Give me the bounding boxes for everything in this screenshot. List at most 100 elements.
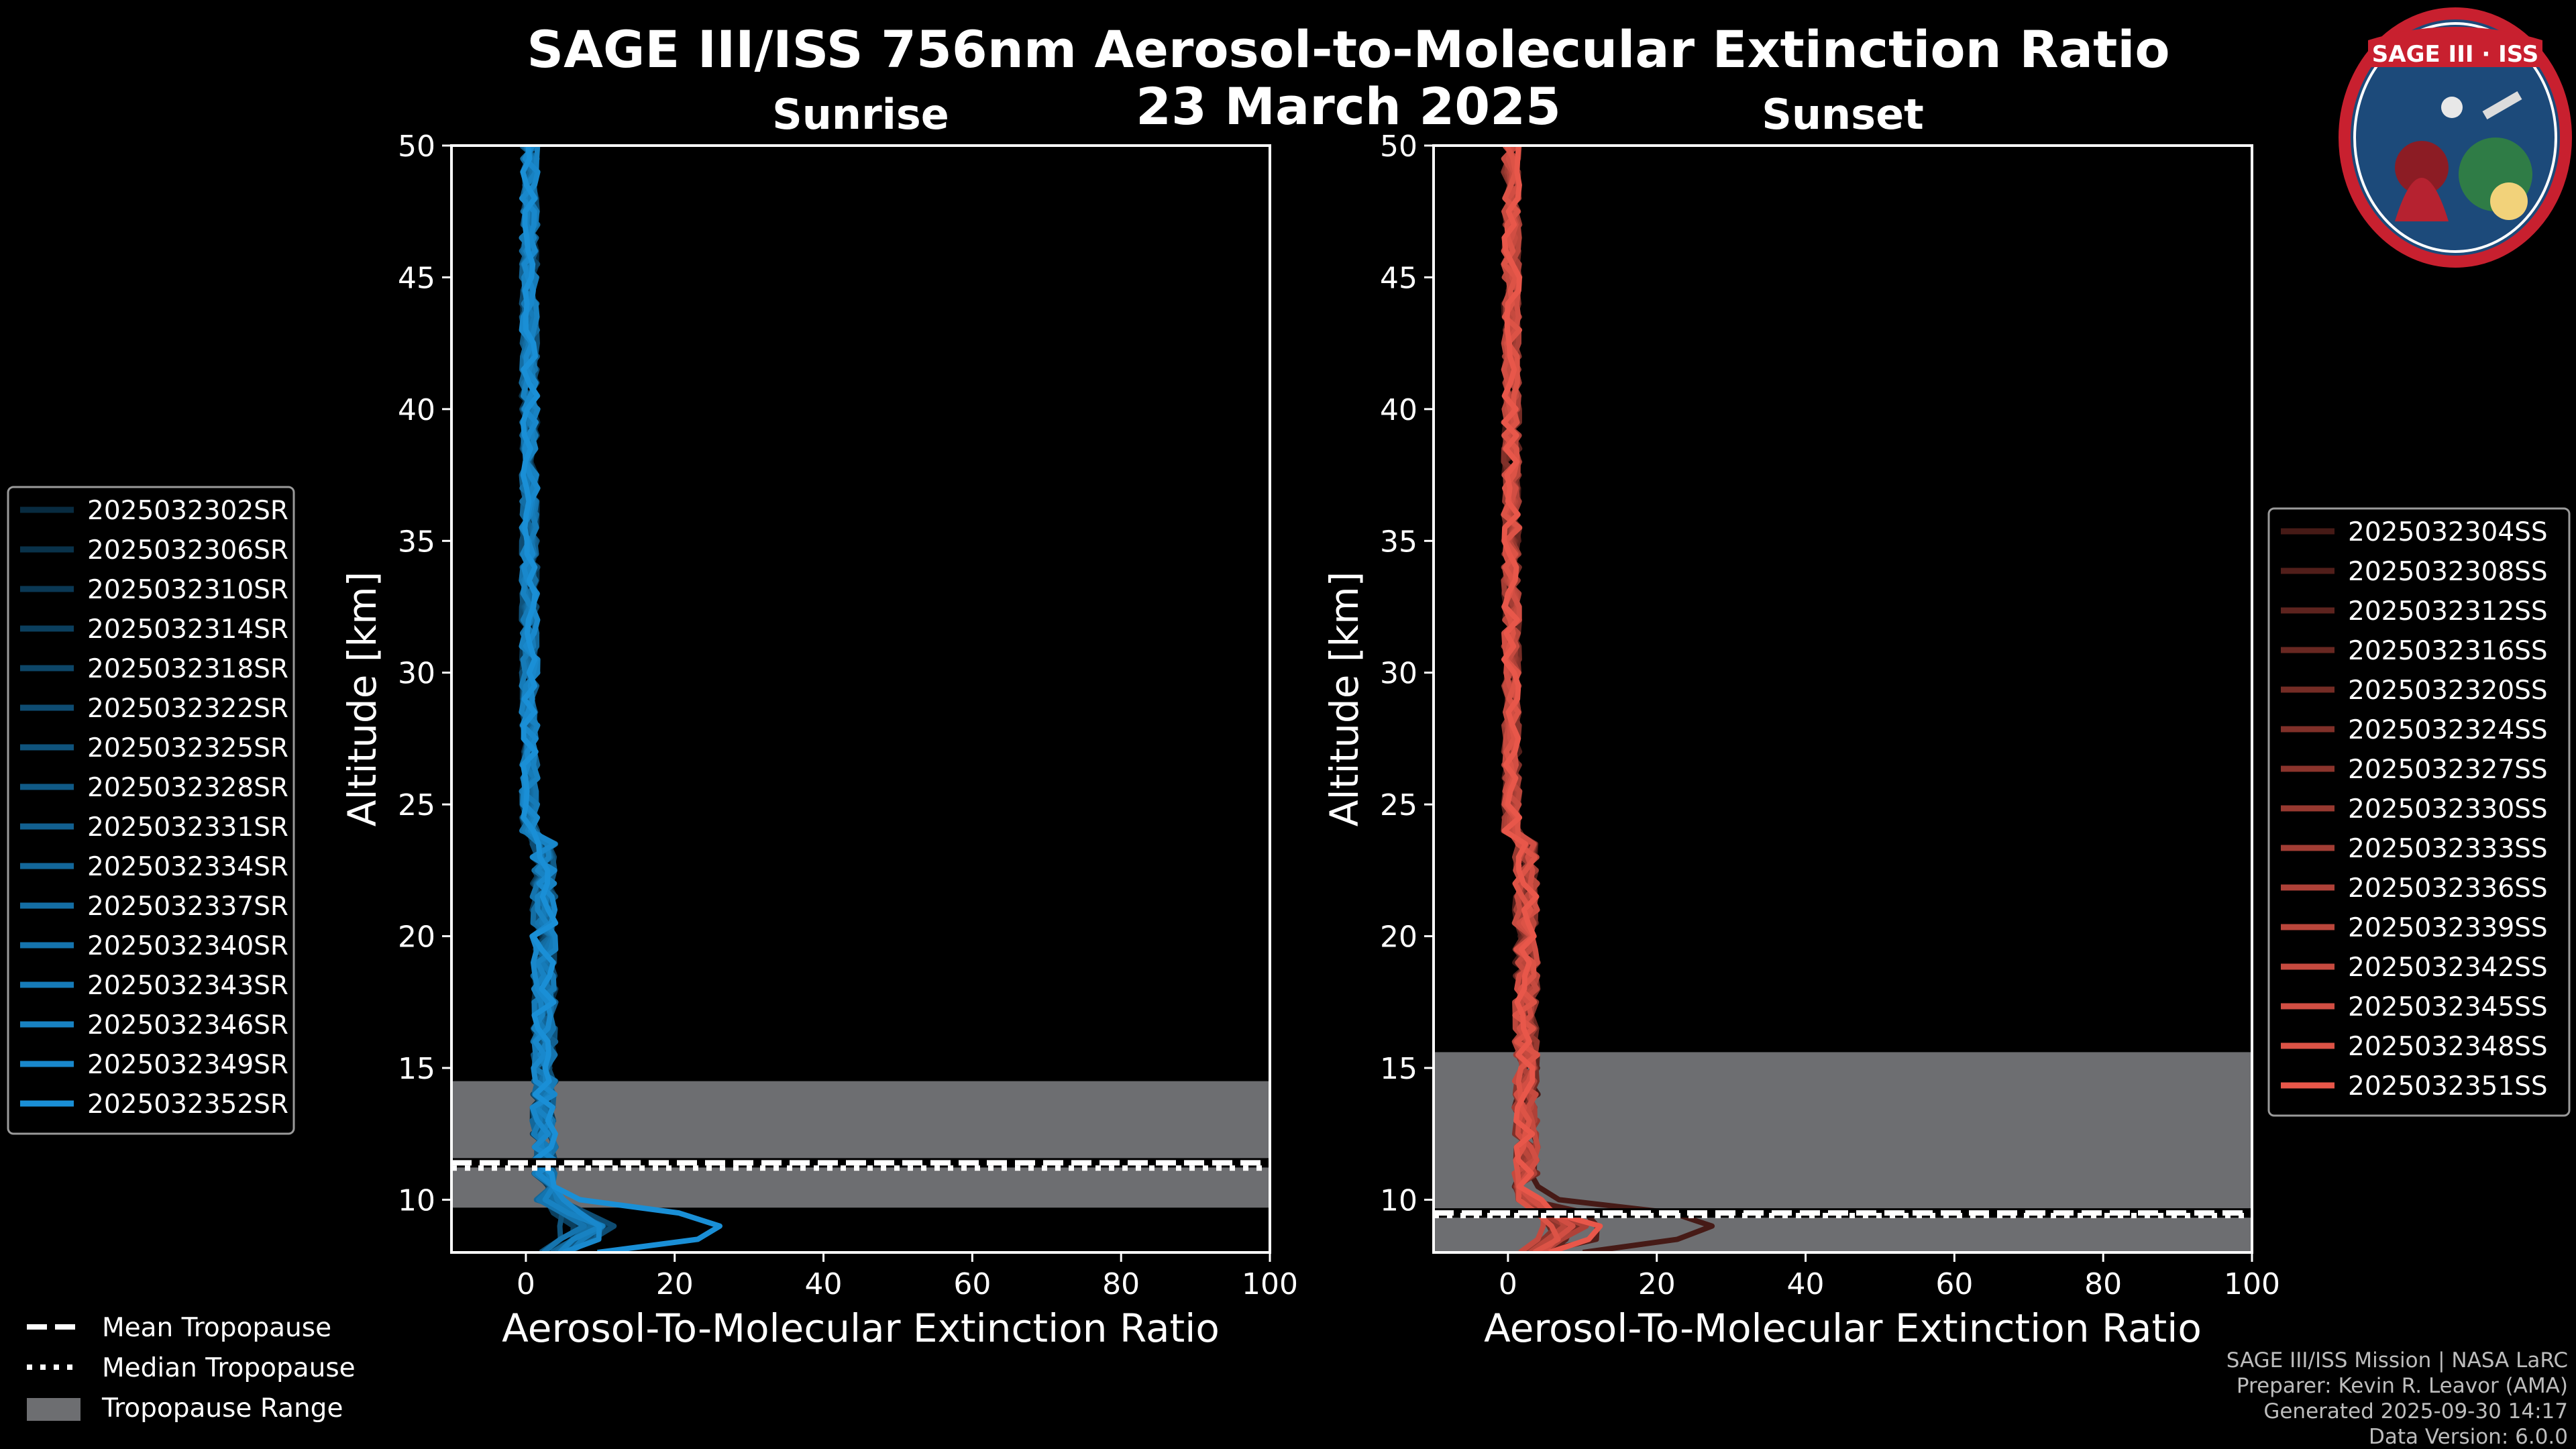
sunrise-panel: Sunrise 0 20 40 60 80 100 10 15 20 25 30 35 40 45 50 A…	[339, 90, 1298, 1351]
sunrise-legend-label: 2025032328SR	[87, 773, 288, 803]
sunrise-profile-2025032352SR	[520, 146, 722, 1252]
sunrise-title: Sunrise	[772, 90, 949, 139]
sunset-legend-label: 2025032330SS	[2348, 794, 2548, 824]
sunrise-legend-label: 2025032331SR	[87, 812, 288, 843]
footer-credits: SAGE III/ISS Mission | NASA LaRC Prepare…	[2226, 1348, 2568, 1449]
sunrise-legend: 2025032302SR 2025032306SR 2025032310SR 2025…	[7, 486, 295, 1135]
sunset-xtick-label: 20	[1638, 1267, 1676, 1301]
sunset-legend-label: 2025032312SS	[2348, 596, 2548, 627]
tropopause-range-swatch	[27, 1398, 80, 1421]
sunset-ytick-label: 20	[1380, 920, 1417, 955]
sunrise-legend-label: 2025032318SR	[87, 654, 288, 684]
sunrise-ytick-label: 25	[398, 788, 435, 822]
sunset-ytick-label: 10	[1380, 1183, 1417, 1218]
sunrise-xtick-label: 80	[1102, 1267, 1140, 1301]
sunrise-xlabel: Aerosol-To-Molecular Extinction Ratio	[502, 1305, 1220, 1351]
sunset-legend-label: 2025032351SS	[2348, 1071, 2548, 1102]
figure-date: 23 March 2025	[1136, 76, 1561, 136]
sunrise-legend-label: 2025032346SR	[87, 1010, 288, 1040]
logo-figure-icon	[2395, 141, 2449, 195]
mean-tropopause-label: Mean Tropopause	[102, 1313, 331, 1343]
sunrise-ytick-label: 40	[398, 393, 435, 427]
sunrise-ytick-label: 35	[398, 525, 435, 559]
footer-data-version: Data Version: 6.0.0	[2369, 1425, 2568, 1449]
sunrise-tropopause-range	[451, 1081, 1270, 1208]
sunset-legend-label: 2025032327SS	[2348, 755, 2548, 785]
sunset-legend-label: 2025032324SS	[2348, 715, 2548, 745]
sunset-xlabel: Aerosol-To-Molecular Extinction Ratio	[1484, 1305, 2202, 1351]
sunset-legend-label: 2025032345SS	[2348, 992, 2548, 1022]
sunset-profile-2025032351SS	[1501, 146, 1603, 1252]
logo-robe-icon	[2395, 178, 2449, 221]
median-tropopause-label: Median Tropopause	[102, 1353, 356, 1383]
sunrise-ytick-label: 10	[398, 1183, 435, 1218]
sunset-ytick-label: 25	[1380, 788, 1417, 822]
logo-title: SAGE III · ISS	[2372, 41, 2538, 68]
logo-moon-icon	[2441, 97, 2463, 118]
logo-sun-icon	[2490, 182, 2528, 220]
sunrise-legend-label: 2025032310SR	[87, 575, 288, 605]
sunset-legend-label: 2025032308SS	[2348, 557, 2548, 587]
sunset-legend-box	[2267, 507, 2571, 1117]
sunset-legend-label: 2025032339SS	[2348, 913, 2548, 943]
sage-iss-logo: SAGE III · ISS	[2339, 7, 2572, 268]
sunrise-legend-label: 2025032302SR	[87, 496, 288, 526]
sunset-xtick-label: 80	[2084, 1267, 2122, 1301]
sunset-legend-label: 2025032348SS	[2348, 1032, 2548, 1062]
sunrise-ytick-label: 15	[398, 1052, 435, 1086]
sunrise-axes-frame	[450, 144, 1271, 1254]
sunset-xtick-label: 40	[1787, 1267, 1825, 1301]
sunset-ylabel: Altitude [km]	[1322, 572, 1367, 826]
sunrise-profile-2025032349SR	[519, 146, 602, 1252]
sunrise-xtick-label: 0	[517, 1267, 535, 1301]
sunset-legend-label: 2025032304SS	[2348, 517, 2548, 547]
sunset-legend-label: 2025032316SS	[2348, 636, 2548, 666]
sunset-legend: 2025032304SS 2025032308SS 2025032312SS 2025…	[2267, 507, 2571, 1117]
sunset-ytick-label: 50	[1380, 129, 1417, 164]
sunrise-xtick-label: 100	[1242, 1267, 1298, 1301]
sunrise-ytick-label: 50	[398, 129, 435, 164]
figure-title: SAGE III/ISS 756nm Aerosol-to-Molecular …	[527, 19, 2169, 79]
sunrise-legend-label: 2025032337SR	[87, 892, 288, 922]
logo-banner	[2368, 27, 2542, 67]
sunrise-legend-label: 2025032343SR	[87, 971, 288, 1001]
sunset-axes-frame	[1432, 144, 2253, 1254]
sunset-ytick-label: 45	[1380, 261, 1417, 295]
sunrise-legend-label: 2025032334SR	[87, 852, 288, 882]
sunrise-ytick-label: 20	[398, 920, 435, 955]
sunrise-legend-label: 2025032306SR	[87, 535, 288, 566]
sunset-ytick-label: 15	[1380, 1052, 1417, 1086]
sunset-legend-label: 2025032333SS	[2348, 834, 2548, 864]
sunrise-xtick-label: 40	[805, 1267, 843, 1301]
sunset-xtick-label: 100	[2224, 1267, 2280, 1301]
sunrise-legend-label: 2025032340SR	[87, 931, 288, 961]
tropopause-legend: Mean Tropopause Median Tropopause Tropop…	[27, 1313, 356, 1424]
sunrise-legend-box	[7, 486, 295, 1135]
sunrise-ytick-label: 30	[398, 657, 435, 691]
sunrise-xtick-label: 20	[656, 1267, 694, 1301]
footer-preparer: Preparer: Kevin R. Leavor (AMA)	[2237, 1374, 2568, 1398]
sunset-xtick-label: 60	[1935, 1267, 1973, 1301]
footer-mission: SAGE III/ISS Mission | NASA LaRC	[2226, 1348, 2568, 1373]
sunset-legend-label: 2025032342SS	[2348, 953, 2548, 983]
sunset-panel: Sunset 0 20 40 60 80 100 10 15 20 25 30 35 40 45 50 Ae…	[1322, 90, 2280, 1351]
sunset-ytick-label: 30	[1380, 657, 1417, 691]
sunrise-legend-label: 2025032352SR	[87, 1089, 288, 1120]
logo-station-icon	[2482, 91, 2522, 120]
sunset-ytick-label: 35	[1380, 525, 1417, 559]
logo-ring	[2353, 22, 2557, 253]
sunset-title: Sunset	[1762, 90, 1924, 139]
tropopause-range-label: Tropopause Range	[101, 1393, 343, 1424]
sunrise-xtick-label: 60	[953, 1267, 991, 1301]
sunrise-ytick-label: 45	[398, 261, 435, 295]
sunrise-legend-label: 2025032314SR	[87, 614, 288, 645]
sunset-xtick-label: 0	[1499, 1267, 1517, 1301]
sunset-profile-2025032348SS	[1501, 146, 1561, 1252]
sunrise-legend-label: 2025032325SR	[87, 733, 288, 763]
footer-generated: Generated 2025-09-30 14:17	[2263, 1399, 2568, 1424]
sunrise-ylabel: Altitude [km]	[339, 572, 385, 826]
sunrise-legend-label: 2025032349SR	[87, 1050, 288, 1080]
sunset-legend-label: 2025032320SS	[2348, 676, 2548, 706]
sunset-ytick-label: 40	[1380, 393, 1417, 427]
